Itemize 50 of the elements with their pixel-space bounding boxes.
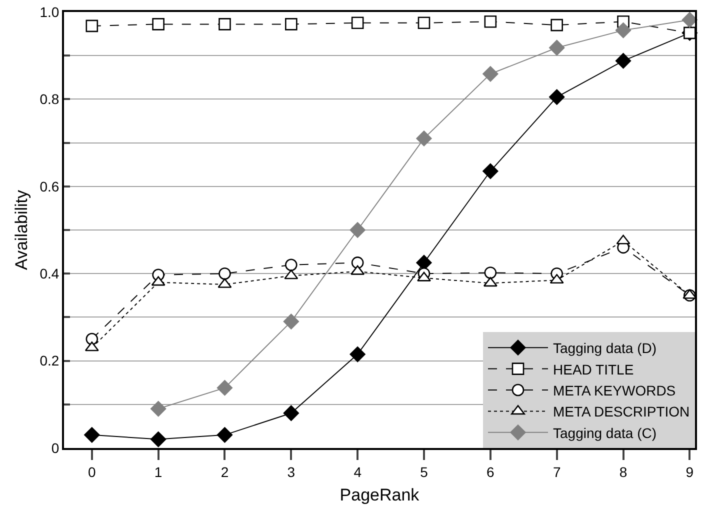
- y-tick-label: 0.6: [40, 178, 60, 194]
- point: [350, 222, 366, 238]
- x-tick-label: 6: [486, 464, 495, 480]
- point: [615, 53, 632, 69]
- point: [682, 12, 698, 28]
- x-tick-label: 1: [154, 464, 162, 480]
- x-tick-label: 0: [88, 464, 96, 480]
- point: [549, 40, 565, 56]
- x-tick-label: 5: [420, 464, 428, 480]
- y-tick-label: 1.0: [40, 4, 60, 20]
- point: [150, 400, 166, 417]
- x-tick-label: 7: [552, 464, 561, 480]
- point: [549, 89, 565, 105]
- x-axis-title: PageRank: [340, 486, 420, 505]
- point: [283, 405, 299, 421]
- point: [550, 274, 564, 284]
- point: [218, 18, 231, 30]
- x-tick-label: 8: [619, 464, 628, 480]
- point: [416, 254, 432, 270]
- point: [84, 427, 100, 443]
- y-axis-title: Availability: [12, 190, 31, 270]
- point: [351, 16, 364, 30]
- x-tick-label: 4: [354, 464, 362, 480]
- point: [484, 15, 497, 28]
- y-tick-label: 0.2: [40, 352, 60, 369]
- point: [416, 130, 432, 146]
- x-tick-label: 9: [686, 464, 694, 480]
- point: [86, 20, 98, 32]
- point: [482, 163, 498, 179]
- x-tick-label: 2: [220, 464, 229, 480]
- x-tick-label: 3: [287, 464, 296, 480]
- legend-label: Tagging data (C): [553, 424, 657, 441]
- point: [417, 272, 431, 282]
- point: [615, 22, 632, 38]
- legend-label: Tagging data (D): [553, 340, 657, 356]
- point: [150, 431, 166, 448]
- y-tick-label: 0: [51, 440, 60, 456]
- point: [283, 314, 299, 330]
- point: [216, 380, 233, 396]
- y-tick-label: 0.4: [40, 266, 60, 282]
- point: [350, 346, 366, 362]
- point: [418, 16, 430, 30]
- legend-label: HEAD TITLE: [553, 361, 634, 378]
- point: [285, 18, 298, 30]
- y-tick-label: 0.8: [40, 91, 60, 108]
- legend-label: META KEYWORDS: [553, 382, 676, 398]
- legend-label: META DESCRIPTION: [553, 404, 690, 420]
- point: [482, 66, 498, 82]
- point: [216, 427, 233, 443]
- point: [550, 18, 563, 32]
